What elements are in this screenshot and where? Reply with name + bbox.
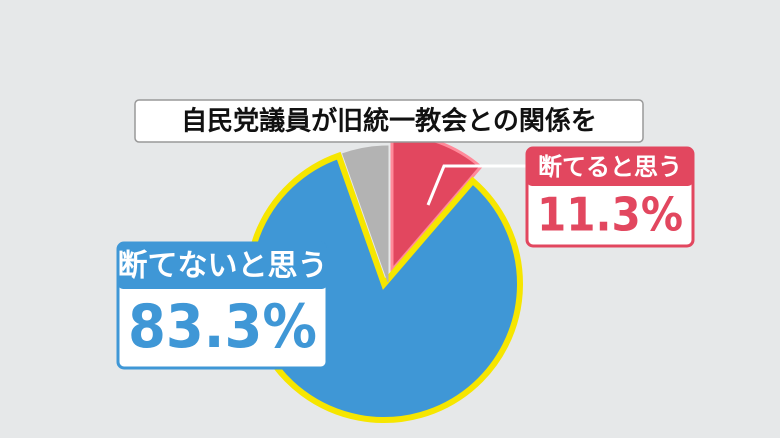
data-label: 83.3% <box>128 292 317 362</box>
leader-line <box>426 164 527 206</box>
label-header <box>118 243 327 289</box>
labels: 断てると思う 11.3% 断てないと思う 83.3% <box>116 146 695 370</box>
data-label: 11.3% <box>537 188 683 242</box>
chart-title: 自民党議員が旧統一教会との関係を <box>181 106 597 137</box>
pie-slice <box>342 145 389 283</box>
legend-label: 断てないと思う <box>118 249 328 284</box>
legend-label: 断てると思う <box>538 153 682 181</box>
label-header <box>527 148 693 186</box>
title-box <box>134 99 644 143</box>
